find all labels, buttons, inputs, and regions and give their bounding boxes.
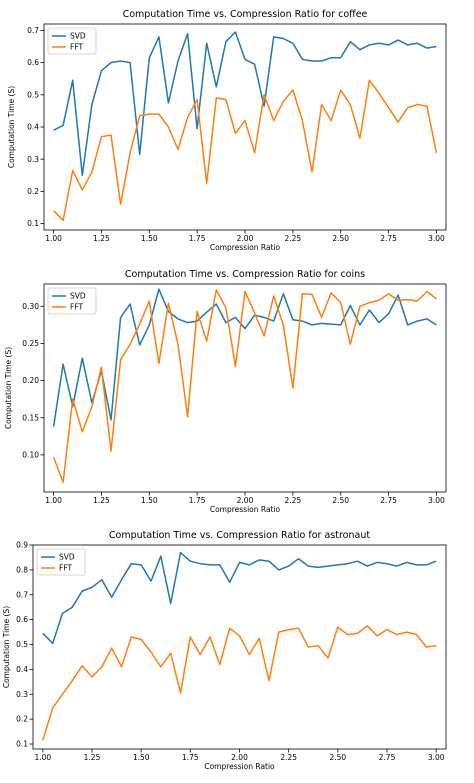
legend-label-fft: FFT	[70, 303, 83, 312]
y-tick-label: 0.20	[22, 376, 39, 385]
legend-label-svd: SVD	[59, 553, 75, 562]
x-tick-label: 1.25	[84, 753, 101, 762]
chart-title: Computation Time vs. Compression Ratio f…	[109, 530, 370, 541]
x-axis-label: Compression Ratio	[204, 762, 275, 771]
x-tick-label: 2.75	[380, 496, 397, 505]
x-tick-label: 2.50	[329, 753, 346, 762]
x-tick-label: 2.00	[237, 496, 254, 505]
plot-frame	[32, 544, 447, 750]
y-tick-label: 0.4	[16, 665, 28, 674]
series-line-svd	[53, 31, 437, 177]
x-tick-label: 2.75	[380, 234, 397, 243]
y-tick-label: 0.25	[22, 339, 39, 348]
legend: SVD FFT	[47, 27, 97, 55]
x-tick-label: 1.00	[34, 753, 51, 762]
legend: SVD FFT	[36, 548, 86, 576]
plot-frame	[43, 23, 447, 231]
series-line-svd	[42, 551, 437, 645]
y-tick-label: 0.6	[27, 58, 39, 67]
x-tick-label: 2.50	[332, 496, 349, 505]
x-tick-label: 2.25	[285, 496, 302, 505]
y-tick-label: 0.8	[16, 565, 28, 574]
x-axis-label: Compression Ratio	[210, 505, 281, 514]
y-tick-label: 0.2	[16, 715, 28, 724]
x-tick-label: 3.00	[428, 496, 445, 505]
x-axis-label: Compression Ratio	[210, 243, 281, 252]
y-tick-label: 0.5	[27, 90, 39, 99]
x-tick-label: 1.00	[45, 234, 62, 243]
y-tick-label: 0.15	[22, 413, 39, 422]
series-line-svd	[52, 288, 437, 427]
y-tick-label: 0.7	[27, 26, 39, 35]
y-tick-label: 0.30	[22, 302, 39, 311]
series-line-fft	[53, 79, 438, 222]
y-tick-label: 0.1	[27, 219, 39, 228]
y-axis-label: Computation Time (S)	[4, 347, 13, 429]
chart-coffee: Computation Time vs. Compression Ratio f…	[7, 9, 447, 252]
x-tick-label: 1.50	[141, 496, 158, 505]
x-tick-label: 1.75	[189, 496, 206, 505]
x-tick-label: 1.75	[189, 234, 206, 243]
y-tick-label: 0.1	[16, 740, 28, 749]
x-tick-label: 2.25	[280, 753, 297, 762]
y-axis-label: Computation Time (S)	[7, 86, 16, 168]
y-tick-label: 0.2	[27, 187, 39, 196]
x-tick-label: 2.50	[332, 234, 349, 243]
y-tick-label: 0.4	[27, 123, 39, 132]
y-tick-label: 0.3	[27, 155, 39, 164]
x-tick-label: 3.00	[428, 753, 445, 762]
y-tick-label: 0.10	[22, 450, 39, 459]
x-tick-label: 1.25	[93, 496, 110, 505]
chart-coins: Computation Time vs. Compression Ratio f…	[4, 269, 447, 514]
x-tick-label: 3.00	[428, 234, 445, 243]
series-line-fft	[52, 289, 437, 484]
y-tick-label: 0.3	[16, 690, 28, 699]
legend-label-svd: SVD	[70, 32, 86, 41]
legend: SVD FFT	[47, 287, 97, 315]
x-tick-label: 1.00	[45, 496, 62, 505]
legend-label-fft: FFT	[59, 564, 72, 573]
chart-title: Computation Time vs. Compression Ratio f…	[125, 269, 365, 280]
x-tick-label: 2.25	[285, 234, 302, 243]
y-tick-label: 0.6	[16, 615, 28, 624]
x-tick-label: 2.00	[231, 753, 248, 762]
y-tick-label: 0.9	[16, 541, 28, 550]
series-line-fft	[42, 625, 437, 741]
y-axis-label: Computation Time (S)	[2, 606, 11, 688]
legend-label-fft: FFT	[70, 43, 83, 52]
x-tick-label: 2.00	[237, 234, 254, 243]
x-tick-label: 1.50	[133, 753, 150, 762]
chart-astronaut: Computation Time vs. Compression Ratio f…	[2, 530, 447, 771]
legend-label-svd: SVD	[70, 292, 86, 301]
x-tick-label: 2.75	[379, 753, 396, 762]
x-tick-label: 1.25	[93, 234, 110, 243]
chart-title: Computation Time vs. Compression Ratio f…	[123, 9, 368, 20]
x-tick-label: 1.50	[141, 234, 158, 243]
x-tick-label: 1.75	[182, 753, 199, 762]
y-tick-label: 0.5	[16, 640, 28, 649]
y-tick-label: 0.7	[16, 590, 28, 599]
